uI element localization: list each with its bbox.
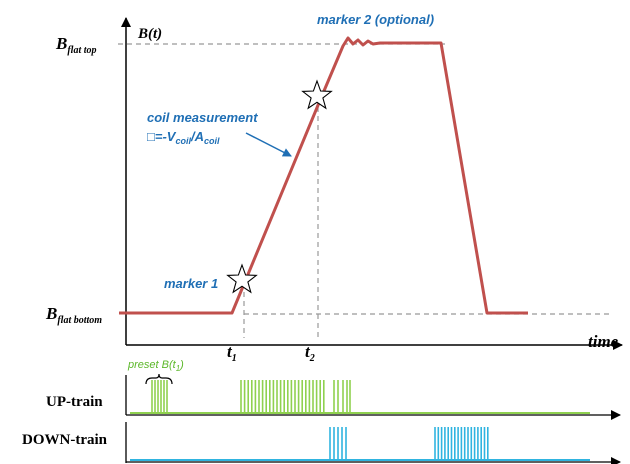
t1-label: t1 [227, 342, 237, 364]
y-axis-label: B(t) [137, 26, 162, 42]
marker2-label: marker 2 (optional) [317, 12, 434, 27]
t2-label: t2 [305, 342, 315, 364]
up-train-pulses [151, 380, 351, 413]
flat-top-label: Bflat top [55, 34, 97, 56]
marker2-star-icon [301, 79, 333, 110]
flat-bottom-label: Bflat bottom [45, 304, 102, 326]
marker1-label: marker 1 [164, 276, 218, 291]
marker1-star-icon [226, 263, 258, 294]
x-axis-label: time [588, 332, 619, 351]
preset-brace [145, 373, 173, 385]
down-train-pulses [329, 427, 489, 460]
down-train-label: DOWN-train [22, 432, 108, 448]
coil-formula: □=-Vcoil/Acoil [147, 129, 220, 146]
preset-label: preset B(t1) [127, 359, 184, 373]
field-curve [119, 36, 528, 315]
coil-measurement-title: coil measurement [147, 110, 258, 125]
up-train-label: UP-train [46, 394, 103, 410]
coil-arrow [245, 132, 292, 157]
